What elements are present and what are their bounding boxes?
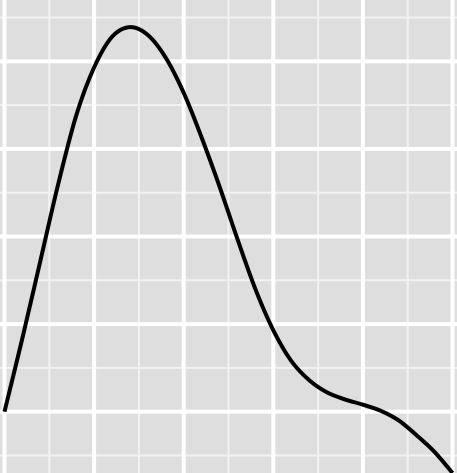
line-chart [0,0,457,473]
chart-area [0,0,457,473]
